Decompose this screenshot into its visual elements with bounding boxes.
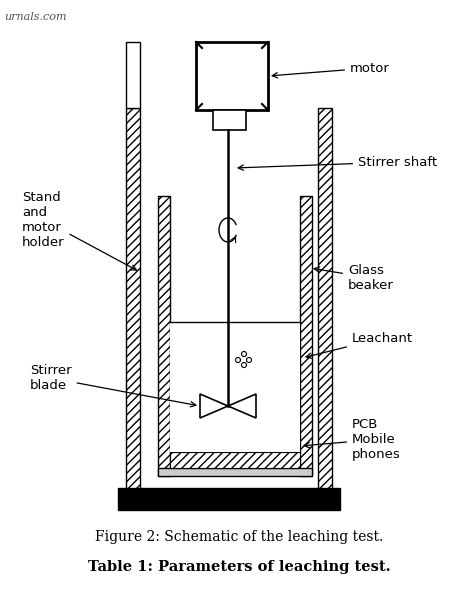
Bar bbox=[158, 468, 312, 476]
Text: urnals.com: urnals.com bbox=[4, 12, 66, 22]
Bar bbox=[170, 322, 300, 452]
Bar bbox=[300, 196, 312, 476]
Bar bbox=[213, 110, 246, 130]
Text: Table 1: Parameters of leaching test.: Table 1: Parameters of leaching test. bbox=[88, 560, 390, 574]
Bar bbox=[318, 108, 332, 488]
Text: Stirrer shaft: Stirrer shaft bbox=[238, 156, 437, 170]
Text: Stand
and
motor
holder: Stand and motor holder bbox=[22, 191, 137, 270]
Polygon shape bbox=[228, 394, 256, 418]
Bar bbox=[126, 42, 140, 108]
Polygon shape bbox=[200, 394, 228, 418]
Text: Stirrer
blade: Stirrer blade bbox=[30, 364, 196, 407]
Bar bbox=[158, 196, 170, 476]
Text: motor: motor bbox=[272, 61, 390, 78]
Text: Glass
beaker: Glass beaker bbox=[314, 264, 394, 292]
Bar bbox=[126, 108, 140, 488]
Text: PCB
Mobile
phones: PCB Mobile phones bbox=[304, 418, 401, 461]
Text: Figure 2: Schematic of the leaching test.: Figure 2: Schematic of the leaching test… bbox=[95, 530, 383, 544]
Text: Leachant: Leachant bbox=[306, 332, 413, 358]
Bar bbox=[196, 42, 268, 110]
Bar bbox=[170, 452, 300, 468]
Bar bbox=[118, 488, 340, 510]
